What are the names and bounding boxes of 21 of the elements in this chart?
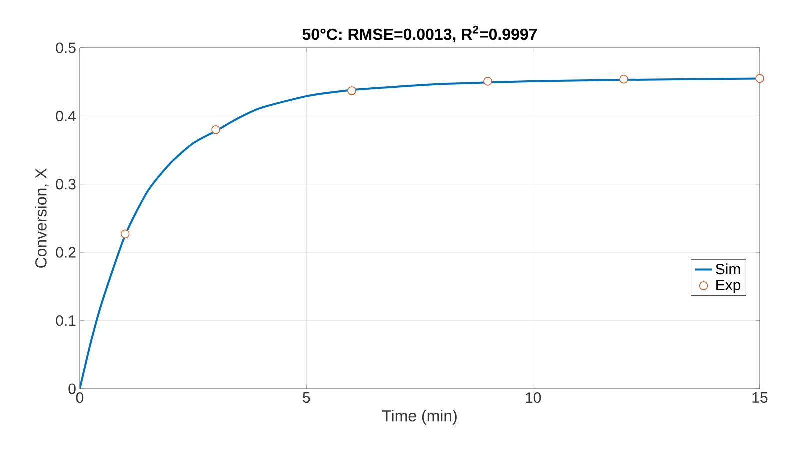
y-tick-label: 0.1 <box>56 315 76 326</box>
x-tick-label: 0 <box>76 392 84 404</box>
x-tick-label: 15 <box>752 392 768 403</box>
y-axis-title: Conversion, X <box>35 168 49 268</box>
point <box>484 77 492 86</box>
point <box>620 74 628 84</box>
y-tick-label: 0 <box>68 384 76 394</box>
x-axis-title: Time (min) <box>382 410 457 425</box>
legend-label: Sim <box>716 264 740 275</box>
point <box>120 230 130 239</box>
y-tick-label: 0.5 <box>56 42 76 54</box>
y-tick-label: 0.2 <box>56 247 76 258</box>
chart-title: 50°C: RMSE=0.0013, R$^{2}$=0.9997 <box>302 26 538 42</box>
legend-label: Exp <box>716 280 741 294</box>
y-tick-label: 0.3 <box>56 179 76 190</box>
x-tick-label: 5 <box>303 392 310 403</box>
point <box>212 125 220 134</box>
point <box>348 86 356 96</box>
y-tick-label: 0.4 <box>56 110 76 122</box>
point <box>756 74 764 84</box>
x-tick-label: 10 <box>526 392 542 404</box>
